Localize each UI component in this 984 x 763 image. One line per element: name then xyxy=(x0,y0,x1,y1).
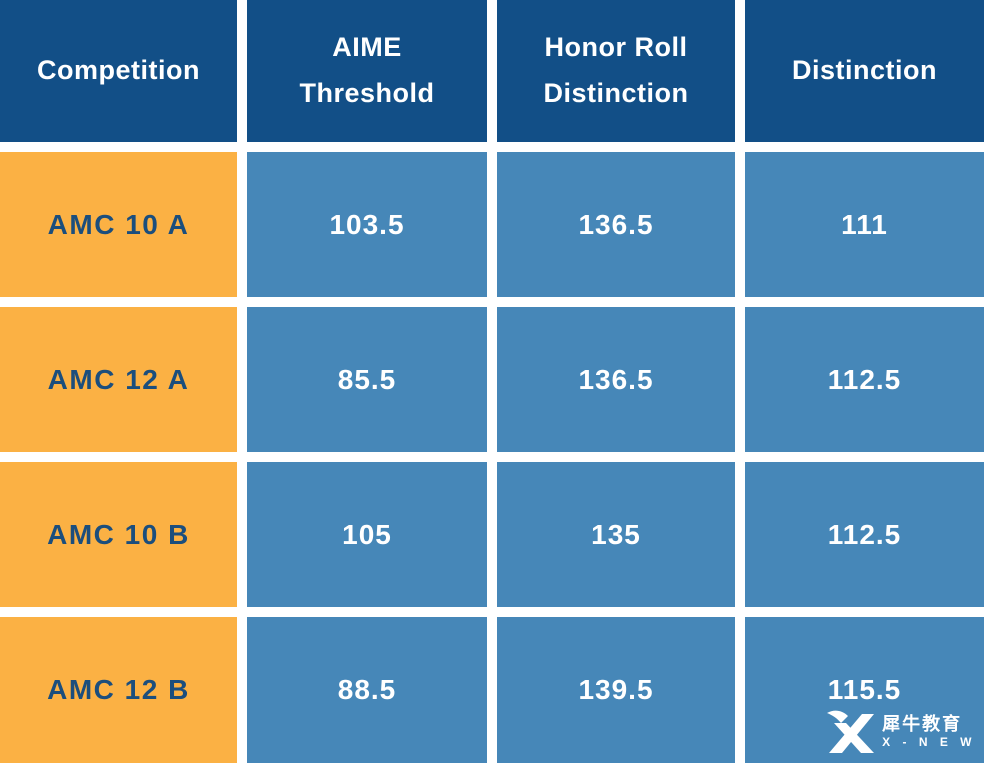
header-cell-distinction: Distinction xyxy=(745,0,984,142)
header-cell-honor-roll-distinction: Honor Roll Distinction xyxy=(497,0,735,142)
row-label-cell: AMC 12 B xyxy=(0,617,237,763)
value-cell: 115.5 xyxy=(745,617,984,763)
value-cell: 135 xyxy=(497,462,735,607)
value-cell: 112.5 xyxy=(745,307,984,452)
value-cell: 111 xyxy=(745,152,984,297)
value-cell: 103.5 xyxy=(247,152,487,297)
brand-logo: 犀牛教育 X - N E W xyxy=(827,709,976,755)
value-cell: 105 xyxy=(247,462,487,607)
brand-text: 犀牛教育 X - N E W xyxy=(882,713,976,750)
row-label-cell: AMC 10 A xyxy=(0,152,237,297)
row-label-cell: AMC 10 B xyxy=(0,462,237,607)
value-cell: 136.5 xyxy=(497,307,735,452)
brand-name-en: X - N E W xyxy=(882,735,976,750)
value-cell: 88.5 xyxy=(247,617,487,763)
value-cell: 139.5 xyxy=(497,617,735,763)
value-cell: 136.5 xyxy=(497,152,735,297)
value-cell: 85.5 xyxy=(247,307,487,452)
brand-name-cn: 犀牛教育 xyxy=(882,713,963,734)
value-cell: 112.5 xyxy=(745,462,984,607)
header-cell-competition: Competition xyxy=(0,0,237,142)
row-label-cell: AMC 12 A xyxy=(0,307,237,452)
rhino-x-icon xyxy=(827,710,875,753)
header-cell-aime-threshold: AIME Threshold xyxy=(247,0,487,142)
